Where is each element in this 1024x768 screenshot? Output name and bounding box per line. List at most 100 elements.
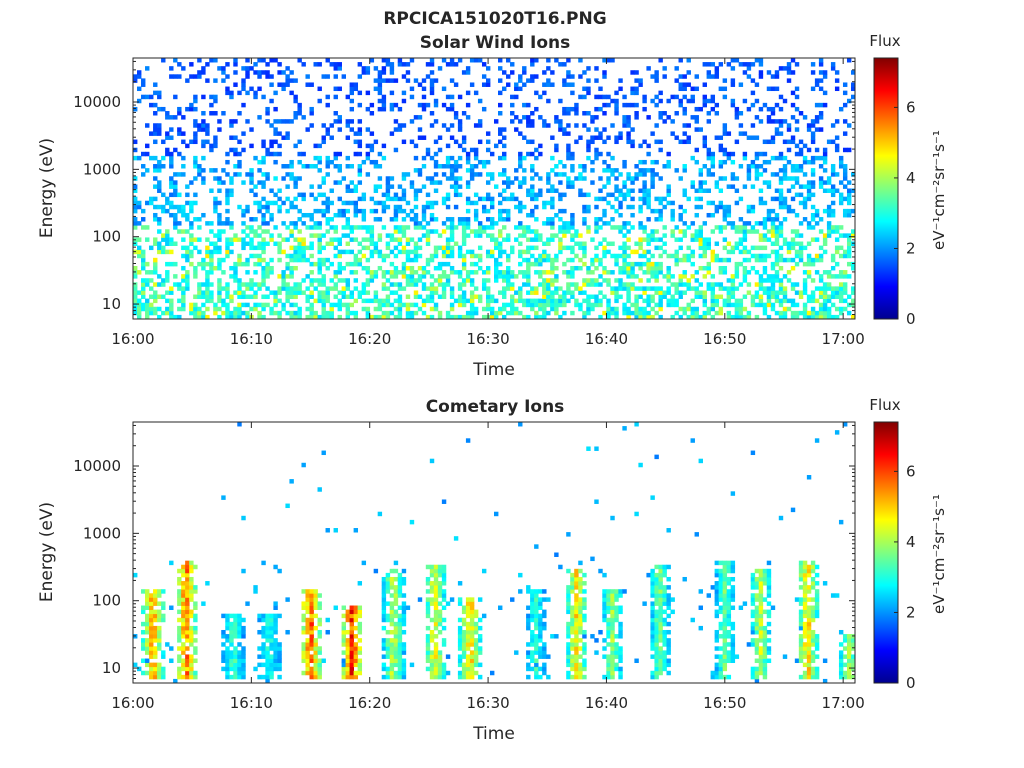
heatmap-cell bbox=[441, 568, 447, 574]
heatmap-cell bbox=[798, 184, 804, 189]
plot-frame bbox=[132, 57, 856, 320]
heatmap-cell bbox=[614, 196, 619, 202]
heatmap-cell bbox=[646, 200, 651, 206]
heatmap-cell bbox=[377, 306, 383, 312]
heatmap-cell bbox=[754, 282, 760, 287]
heatmap-cell bbox=[810, 135, 816, 140]
heatmap-cell bbox=[161, 666, 166, 672]
heatmap-cell bbox=[201, 176, 206, 181]
heatmap-cell bbox=[361, 70, 367, 75]
heatmap-cell bbox=[437, 572, 443, 578]
heatmap-cell bbox=[425, 646, 431, 651]
heatmap-cell bbox=[189, 261, 194, 267]
heatmap-cell bbox=[161, 605, 166, 610]
heatmap-cell bbox=[169, 127, 174, 132]
heatmap-cell bbox=[718, 200, 724, 206]
heatmap-cell bbox=[838, 286, 844, 291]
heatmap-cell bbox=[429, 253, 435, 259]
heatmap-cell bbox=[770, 119, 776, 124]
heatmap-cell bbox=[441, 617, 447, 623]
heatmap-cell bbox=[481, 204, 487, 210]
heatmap-cell bbox=[822, 306, 828, 312]
figure-title: RPCICA151020T16.PNG bbox=[383, 9, 606, 29]
heatmap-cell bbox=[225, 306, 230, 312]
heatmap-cell bbox=[417, 127, 423, 132]
heatmap-cell bbox=[714, 257, 720, 263]
heatmap-cell bbox=[734, 314, 740, 320]
heatmap-cell bbox=[185, 212, 190, 218]
heatmap-cell bbox=[445, 670, 451, 676]
heatmap-cell bbox=[185, 593, 190, 598]
heatmap-cell bbox=[425, 261, 431, 267]
heatmap-cell bbox=[666, 188, 671, 193]
heatmap-cell bbox=[506, 74, 511, 79]
heatmap-cell bbox=[381, 662, 387, 668]
heatmap-cell bbox=[401, 249, 407, 255]
heatmap-cell bbox=[782, 257, 788, 263]
heatmap-cell bbox=[181, 274, 186, 279]
heatmap-cell bbox=[766, 184, 772, 189]
heatmap-cell bbox=[385, 617, 391, 623]
heatmap-cell bbox=[377, 98, 383, 104]
heatmap-cell bbox=[353, 674, 359, 680]
heatmap-cell bbox=[646, 310, 651, 316]
heatmap-cell bbox=[810, 310, 816, 316]
heatmap-cell bbox=[209, 147, 214, 153]
heatmap-cell bbox=[253, 245, 258, 251]
heatmap-cell bbox=[349, 310, 355, 316]
heatmap-cell bbox=[465, 642, 471, 647]
heatmap-cell bbox=[229, 221, 234, 226]
heatmap-cell bbox=[289, 159, 294, 165]
heatmap-cell bbox=[810, 278, 816, 283]
heatmap-cell bbox=[341, 605, 346, 610]
heatmap-cell bbox=[181, 568, 186, 574]
heatmap-cell bbox=[554, 212, 559, 218]
heatmap-cell bbox=[477, 229, 483, 234]
heatmap-cell bbox=[405, 225, 411, 230]
heatmap-cell bbox=[650, 98, 655, 104]
heatmap-cell bbox=[277, 662, 282, 668]
heatmap-cell bbox=[357, 90, 363, 96]
heatmap-cell bbox=[213, 135, 218, 140]
heatmap-cell bbox=[526, 274, 531, 279]
heatmap-cell bbox=[622, 249, 627, 255]
heatmap-cell bbox=[538, 192, 543, 198]
heatmap-cell bbox=[718, 270, 724, 275]
heatmap-cell bbox=[433, 188, 439, 193]
heatmap-cell bbox=[502, 172, 507, 177]
heatmap-cell bbox=[341, 200, 346, 206]
heatmap-cell bbox=[369, 131, 375, 136]
heatmap-cell bbox=[614, 310, 619, 316]
heatmap-cell bbox=[578, 241, 583, 246]
heatmap-cell bbox=[706, 111, 711, 116]
heatmap-cell bbox=[481, 270, 487, 275]
heatmap-cell bbox=[634, 111, 639, 116]
heatmap-cell bbox=[441, 86, 447, 92]
heatmap-cell bbox=[646, 204, 651, 210]
heatmap-cell bbox=[706, 155, 711, 161]
heatmap-cell bbox=[393, 650, 399, 655]
heatmap-cell bbox=[309, 111, 314, 116]
heatmap-cell bbox=[658, 298, 663, 304]
heatmap-cell bbox=[413, 270, 419, 275]
heatmap-cell bbox=[818, 278, 824, 283]
heatmap-cell bbox=[193, 306, 198, 312]
heatmap-cell bbox=[317, 62, 322, 67]
heatmap-cell bbox=[361, 245, 367, 251]
heatmap-cell bbox=[217, 212, 222, 218]
heatmap-cell bbox=[221, 642, 226, 647]
heatmap-cell bbox=[546, 66, 551, 71]
heatmap-cell bbox=[694, 290, 699, 295]
heatmap-cell bbox=[626, 131, 631, 136]
heatmap-cell bbox=[265, 650, 270, 655]
heatmap-cell bbox=[325, 257, 330, 263]
heatmap-cell bbox=[506, 286, 511, 291]
heatmap-cell bbox=[690, 180, 695, 185]
heatmap-cell bbox=[169, 164, 174, 169]
heatmap-cell bbox=[277, 245, 282, 251]
heatmap-cell bbox=[241, 208, 246, 214]
heatmap-cell bbox=[734, 302, 740, 308]
heatmap-cell bbox=[582, 208, 587, 214]
heatmap-cell bbox=[510, 310, 515, 316]
heatmap-cell bbox=[690, 249, 695, 255]
